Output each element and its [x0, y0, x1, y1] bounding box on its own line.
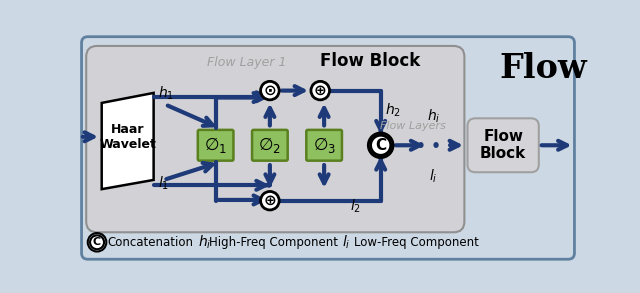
Text: Flow Layer 1: Flow Layer 1: [207, 56, 286, 69]
Text: $h_1$: $h_1$: [157, 85, 173, 102]
Circle shape: [90, 235, 104, 249]
Circle shape: [260, 191, 279, 210]
Text: • • •: • • •: [417, 139, 456, 154]
Circle shape: [260, 81, 279, 100]
Text: Concatenation: Concatenation: [107, 236, 193, 249]
Text: Flow
Block: Flow Block: [480, 129, 526, 161]
Text: ⊙: ⊙: [264, 83, 276, 98]
Circle shape: [371, 135, 391, 155]
Text: $l_i$: $l_i$: [342, 234, 351, 251]
Text: ⊕: ⊕: [314, 83, 326, 98]
Text: High-Freq Component: High-Freq Component: [209, 236, 339, 249]
Text: ⊕: ⊕: [264, 193, 276, 208]
Text: $h_2$: $h_2$: [385, 102, 401, 119]
Text: $l_1$: $l_1$: [157, 175, 168, 193]
Text: $\emptyset_1$: $\emptyset_1$: [204, 135, 227, 155]
Text: C: C: [375, 138, 387, 153]
FancyBboxPatch shape: [252, 130, 288, 161]
Text: $\emptyset_3$: $\emptyset_3$: [312, 135, 336, 155]
FancyBboxPatch shape: [467, 118, 539, 172]
Circle shape: [311, 81, 330, 100]
Polygon shape: [102, 93, 154, 189]
Text: Flow: Flow: [500, 52, 588, 85]
Text: $h_i$: $h_i$: [198, 234, 211, 251]
Text: $\emptyset_2$: $\emptyset_2$: [259, 135, 282, 155]
Text: Haar
Wavelet: Haar Wavelet: [100, 123, 157, 151]
Text: C: C: [93, 237, 101, 247]
Text: $l_i$: $l_i$: [429, 167, 438, 185]
FancyBboxPatch shape: [81, 37, 575, 259]
Text: $l_2$: $l_2$: [349, 197, 361, 215]
Text: Low-Freq Component: Low-Freq Component: [353, 236, 479, 249]
FancyBboxPatch shape: [198, 130, 234, 161]
FancyBboxPatch shape: [307, 130, 342, 161]
Text: Flow Layers: Flow Layers: [380, 121, 446, 131]
FancyBboxPatch shape: [86, 46, 465, 232]
Text: $h_i$: $h_i$: [427, 107, 440, 125]
Text: Flow Block: Flow Block: [321, 52, 420, 70]
